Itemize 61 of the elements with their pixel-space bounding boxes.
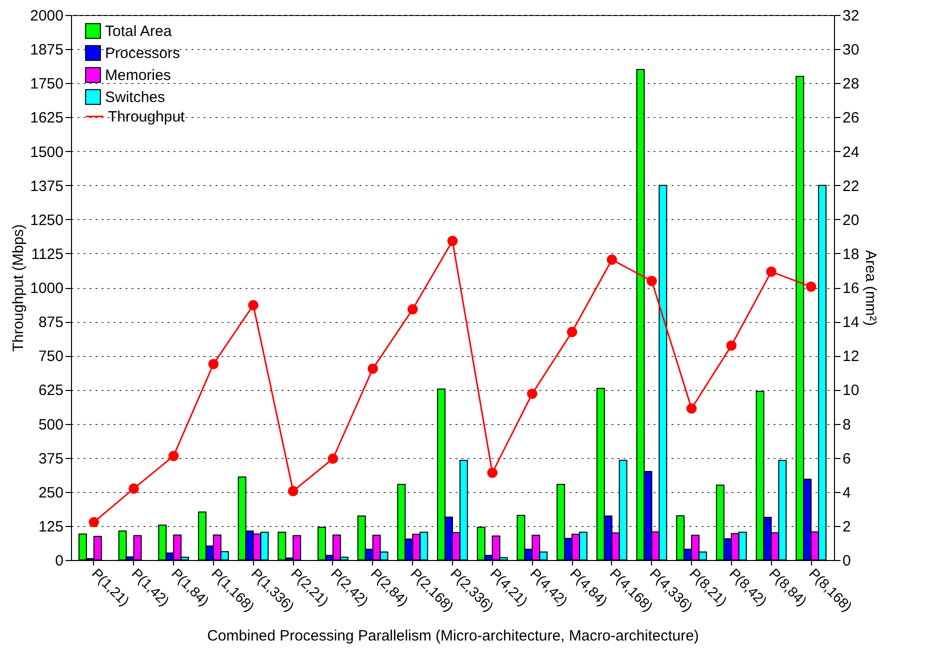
point xyxy=(646,276,657,286)
y-tick-label: 2000 xyxy=(30,8,64,24)
y2-axis-title: Area (mm²) xyxy=(862,250,880,326)
y-tick-label: 250 xyxy=(38,484,64,502)
point xyxy=(766,266,776,277)
point xyxy=(407,304,418,314)
y2-tick-label: 8 xyxy=(842,416,851,434)
point xyxy=(288,486,298,496)
y-tick-label: 750 xyxy=(38,348,64,366)
x-axis-title: Combined Processing Parallelism (Micro-architecture, Macro-architecture) xyxy=(207,627,699,644)
legend-label: Total Area xyxy=(105,23,172,40)
y-tick-label: 1250 xyxy=(30,212,64,229)
point xyxy=(487,468,498,478)
point xyxy=(88,516,100,528)
y-tick-label: 1000 xyxy=(30,280,64,297)
y-tick-label: 1625 xyxy=(30,110,64,127)
y2-tick-label: 0 xyxy=(842,552,851,570)
y-tick-label: 125 xyxy=(38,518,64,536)
y2-tick-label: 6 xyxy=(842,450,851,468)
point xyxy=(566,326,578,338)
y2-tick-label: 26 xyxy=(842,110,860,127)
y2-tick-label: 10 xyxy=(842,382,860,400)
y-tick-label: 875 xyxy=(38,314,64,332)
legend-label: Throughput xyxy=(108,108,186,126)
point xyxy=(368,364,378,374)
point xyxy=(686,403,697,414)
point xyxy=(208,358,219,370)
y-tick-label: 1375 xyxy=(30,178,64,195)
point xyxy=(726,340,737,351)
y2-tick-label: 12 xyxy=(842,348,860,366)
legend-label: Switches xyxy=(105,89,166,106)
point xyxy=(447,236,458,246)
y-tick-label: 0 xyxy=(55,552,64,570)
point xyxy=(527,388,538,399)
point xyxy=(806,282,816,292)
y2-tick-label: 4 xyxy=(842,484,851,502)
y-tick-label: 1750 xyxy=(30,76,64,93)
point xyxy=(248,300,258,310)
y2-tick-label: 2 xyxy=(842,518,851,536)
point xyxy=(606,254,618,265)
y-tick-label: 1500 xyxy=(30,144,64,161)
y2-tick-label: 22 xyxy=(842,178,860,195)
y-tick-label: 1875 xyxy=(30,42,64,59)
legend-label: Memories xyxy=(105,67,171,84)
y2-tick-label: 14 xyxy=(842,314,860,332)
y-tick-label: 1125 xyxy=(31,246,64,263)
y-tick-label: 500 xyxy=(38,416,64,434)
y2-tick-label: 30 xyxy=(842,42,860,59)
point xyxy=(168,450,179,462)
y2-tick-label: 16 xyxy=(842,280,860,297)
y2-tick-label: 18 xyxy=(842,246,860,263)
y-tick-label: 375 xyxy=(38,450,64,468)
y2-tick-label: 24 xyxy=(842,144,860,161)
y-axis-title: Throughput (Mbps) xyxy=(10,224,28,352)
y2-tick-label: 28 xyxy=(842,76,860,93)
point xyxy=(328,453,338,464)
y2-tick-label: 32 xyxy=(842,8,860,24)
legend-label: Processors xyxy=(105,45,180,62)
point xyxy=(128,483,139,494)
y2-tick-label: 20 xyxy=(842,212,860,229)
y-tick-label: 625 xyxy=(38,382,64,400)
